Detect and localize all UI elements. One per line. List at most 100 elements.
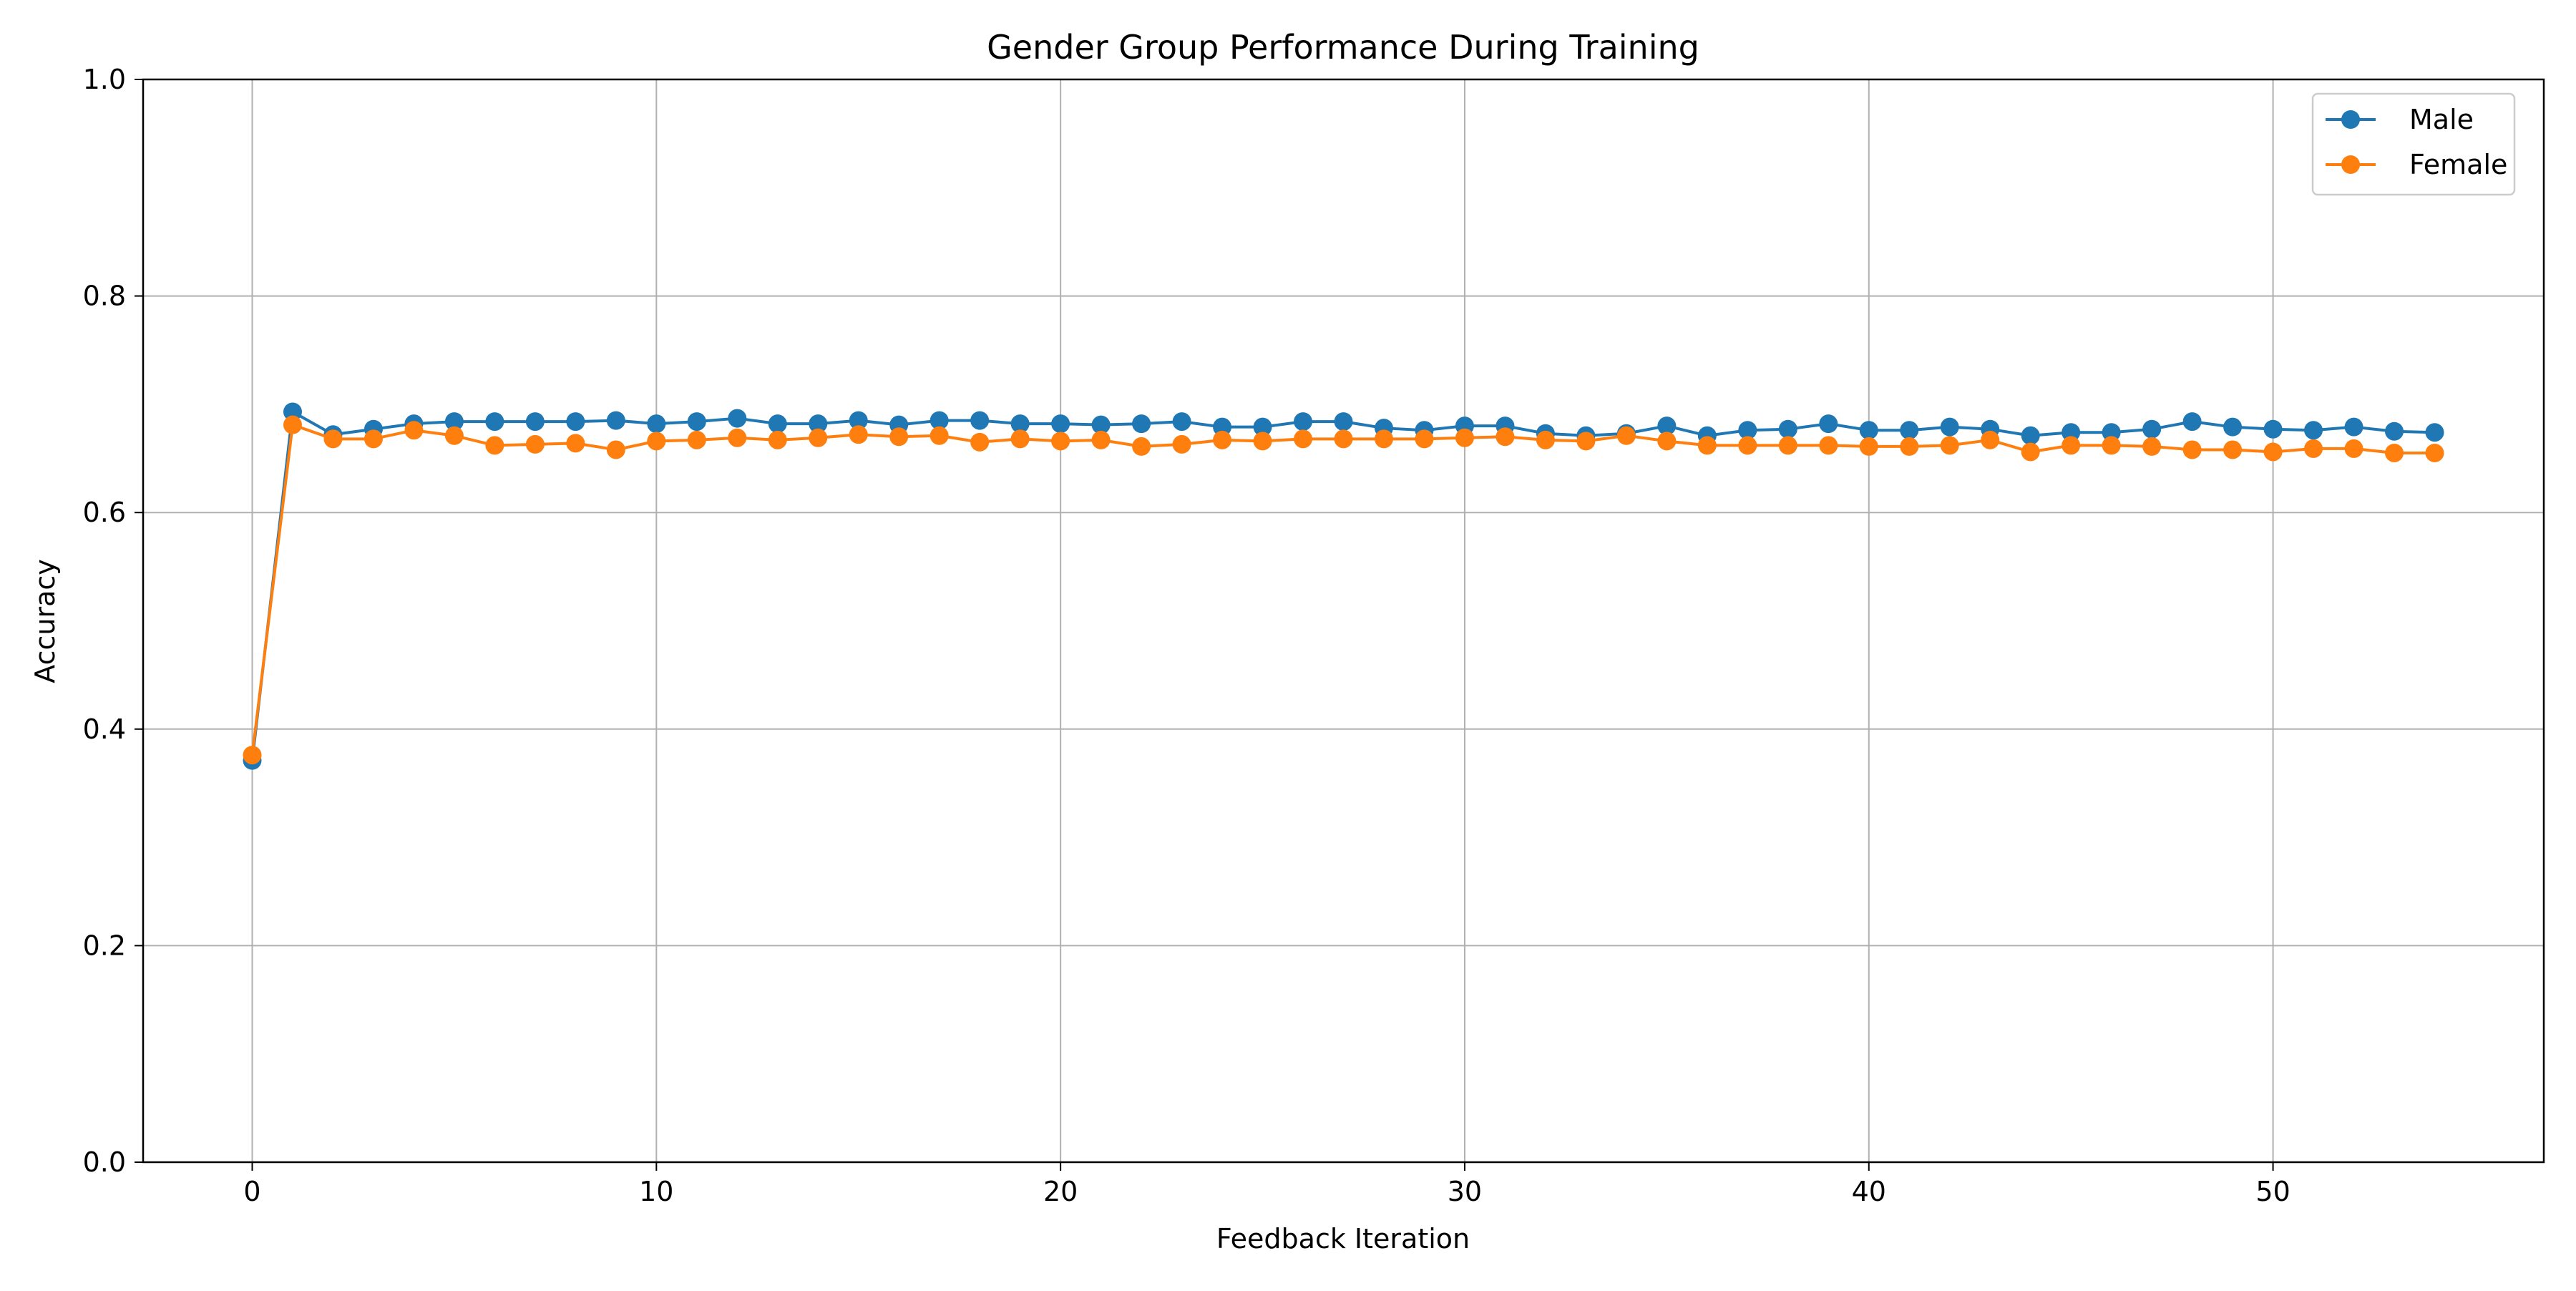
male-data-point — [606, 411, 625, 430]
female-data-point — [1738, 436, 1757, 455]
female-data-point — [1819, 436, 1838, 455]
female-data-point — [364, 429, 383, 449]
female-data-point — [2263, 442, 2283, 462]
female-data-point — [647, 432, 666, 451]
female-series — [243, 415, 2444, 765]
female-data-point — [1900, 437, 1919, 456]
female-data-point — [1981, 430, 2000, 449]
female-data-point — [444, 426, 464, 445]
female-data-point — [2425, 443, 2444, 462]
female-data-point — [2062, 436, 2081, 455]
male-data-point — [2425, 423, 2444, 442]
female-data-point — [1374, 429, 1393, 449]
female-data-point — [2304, 439, 2323, 458]
y-tick-label: 0.8 — [83, 281, 126, 312]
x-tick-label: 40 — [1852, 1176, 1886, 1207]
female-data-point — [1697, 436, 1717, 455]
female-data-point — [1334, 429, 1353, 449]
legend-entries: Male Female — [2326, 104, 2507, 180]
male-data-point — [283, 402, 302, 422]
female-data-point — [2102, 436, 2121, 455]
male-data-point — [1738, 421, 1757, 440]
female-data-point — [283, 415, 302, 434]
male-data-point — [2304, 421, 2323, 440]
male-data-point — [1778, 419, 1797, 439]
x-tick-label: 10 — [639, 1176, 673, 1207]
y-tick-label: 1.0 — [83, 64, 126, 95]
male-data-point — [1294, 412, 1313, 432]
female-data-point — [2344, 439, 2363, 458]
male-data-point — [1334, 412, 1353, 432]
male-data-point — [525, 412, 545, 432]
male-legend-label: Male — [2409, 104, 2474, 135]
male-data-point — [1091, 415, 1111, 434]
female-data-point — [849, 425, 868, 444]
y-axis-label: Accuracy — [29, 559, 61, 683]
male-data-point — [1213, 417, 1232, 437]
male-data-point — [1253, 417, 1272, 437]
female-data-point — [1253, 432, 1272, 451]
male-data-point — [444, 412, 464, 432]
x-tick-label: 30 — [1448, 1176, 1482, 1207]
plot-area-frame — [142, 78, 2545, 1164]
x-tick-label: 20 — [1043, 1176, 1078, 1207]
female-data-point — [1294, 429, 1313, 449]
male-data-point — [768, 414, 787, 434]
female-data-point — [728, 428, 747, 447]
male-data-point — [2344, 417, 2363, 437]
chart-legend: Male Female — [2311, 92, 2516, 196]
male-data-point — [2021, 426, 2040, 445]
female-data-point — [687, 430, 706, 449]
male-data-point — [1859, 421, 1878, 440]
male-data-point — [728, 409, 747, 428]
male-data-point — [485, 412, 504, 432]
male-data-point — [1132, 414, 1151, 434]
female-data-point — [606, 440, 625, 459]
male-data-point — [1940, 417, 1959, 437]
female-legend-label: Female — [2409, 149, 2507, 180]
male-data-point — [2263, 419, 2283, 439]
female-data-point — [1536, 430, 1555, 449]
female-data-point — [1415, 429, 1434, 449]
male-data-point — [849, 411, 868, 430]
female-data-point — [1616, 426, 1636, 445]
female-data-point — [566, 434, 585, 453]
female-data-point — [2182, 440, 2202, 459]
male-data-point — [1010, 414, 1030, 434]
female-data-point — [1455, 428, 1474, 447]
male-data-point — [930, 411, 949, 430]
male-data-point — [2223, 417, 2243, 437]
y-tick-label: 0.2 — [83, 930, 126, 961]
male-data-point — [2102, 423, 2121, 442]
female-data-point — [404, 421, 424, 440]
male-data-point — [2062, 423, 2081, 442]
y-tick-label: 0.4 — [83, 713, 126, 745]
female-data-point — [1051, 432, 1070, 451]
x-tick-label: 50 — [2255, 1176, 2290, 1207]
y-tick-label: 0.0 — [83, 1146, 126, 1178]
male-data-point — [2385, 422, 2404, 441]
male-data-point — [1657, 416, 1677, 436]
female-data-point — [1778, 436, 1797, 455]
male-data-point — [647, 414, 666, 434]
male-data-point — [2142, 419, 2162, 439]
female-data-point — [930, 426, 949, 445]
x-axis-label: Feedback Iteration — [1216, 1223, 1470, 1255]
female-data-point — [1091, 430, 1111, 449]
female-data-point — [1940, 436, 1959, 455]
x-tick-label: 0 — [243, 1176, 260, 1207]
male-data-point — [566, 412, 585, 432]
female-data-point — [2142, 437, 2162, 456]
female-data-point — [2021, 442, 2040, 462]
female-data-point — [1496, 427, 1515, 447]
female-data-point — [323, 429, 343, 449]
female-data-point — [1859, 437, 1878, 456]
male-data-point — [687, 412, 706, 432]
series-layer — [243, 402, 2444, 770]
female-data-point — [889, 427, 909, 447]
male-legend-marker — [2341, 110, 2360, 129]
male-data-point — [1819, 414, 1838, 434]
